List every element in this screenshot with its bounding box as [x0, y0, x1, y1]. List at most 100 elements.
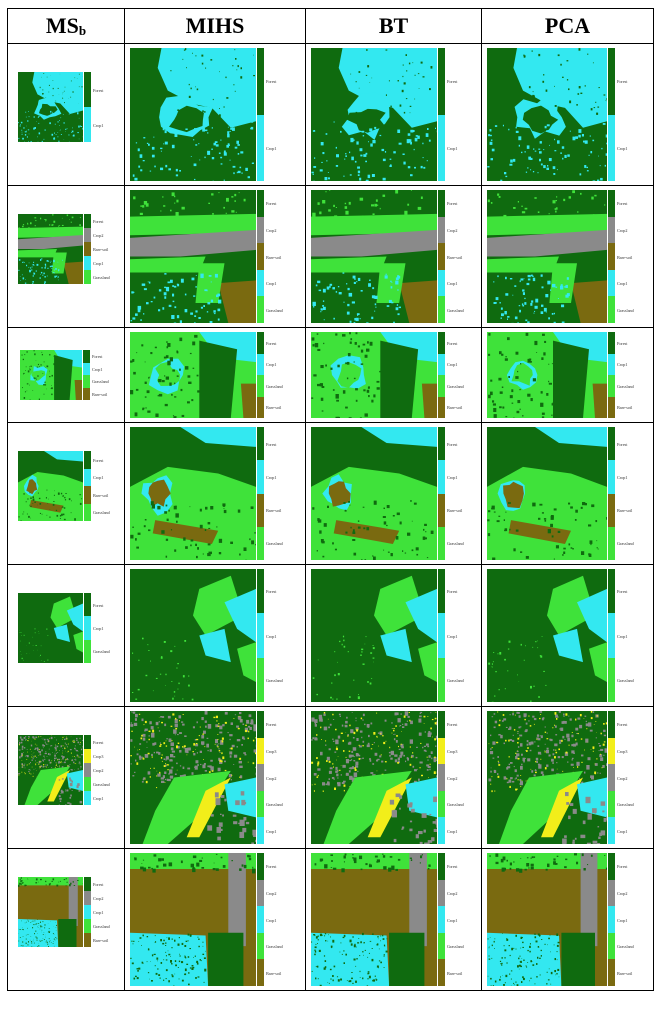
map-image [130, 332, 256, 418]
legend-label: Forest [93, 740, 104, 745]
legend-swatch [257, 764, 264, 791]
map-image [487, 427, 607, 560]
legend-label: Crop2 [93, 233, 104, 238]
cell-msb-row5: Forest Crop1 Grassland [7, 564, 125, 707]
map-legend: Forest Crop2 Bare-soil Crop1 Grassland [607, 190, 634, 323]
map-image [18, 214, 83, 284]
legend-label: Grassland [447, 383, 464, 389]
legend-label: Bare-soil [447, 405, 463, 411]
legend-swatch [83, 375, 90, 388]
map-legend: Forest Crop1 Bare-soil Grassland [83, 451, 110, 521]
cell-mihs-row4: Forest Crop1 Bare-soil Grassland [124, 422, 306, 565]
cell-mihs-row7: Forest Crop2 Crop1 Grassland Bare-soil [124, 848, 306, 991]
legend-swatch [608, 296, 615, 323]
legend-swatch [257, 243, 264, 270]
classified-map-mihs: Forest Crop3 Crop2 Grassland Crop1 [130, 711, 283, 844]
row1: Forest Crop1 Forest Crop1 Forest Crop1 Forest C… [7, 43, 654, 186]
map-legend: Forest Crop1 Grassland Bare-soil [256, 332, 283, 418]
classified-map-pca: Forest Crop1 Grassland [487, 569, 634, 702]
legend-label: Crop3 [93, 754, 104, 759]
map-image [311, 190, 437, 323]
cell-bt-row7: Forest Crop2 Crop1 Grassland Bare-soil [305, 848, 482, 991]
legend-label: Crop1 [266, 362, 277, 368]
legend-label: Crop2 [447, 775, 458, 781]
map-legend: Forest Crop1 Bare-soil Grassland [256, 427, 283, 560]
map-legend: Forest Crop2 Bare-soil Crop1 Grassland [256, 190, 283, 323]
legend-swatch [84, 107, 91, 142]
legend-swatch [257, 216, 264, 244]
cell-pca-row2: Forest Crop2 Bare-soil Crop1 Grassland [481, 185, 654, 328]
map-legend: Forest Crop3 Crop2 Grassland Crop1 [437, 711, 464, 844]
cell-bt-row4: Forest Crop1 Bare-soil Grassland [305, 422, 482, 565]
legend-label: Forest [617, 864, 628, 870]
legend-label: Crop1 [266, 281, 277, 287]
legend-label: Crop1 [447, 633, 458, 639]
legend-swatch [84, 933, 91, 947]
map-legend: Forest Crop3 Crop2 Grassland Crop1 [607, 711, 634, 844]
legend-swatch [438, 737, 445, 765]
legend-label: Grassland [266, 944, 283, 950]
legend-swatch [438, 375, 445, 397]
row5: Forest Crop1 Grassland Forest Crop1 Grassland… [7, 564, 654, 707]
classified-map-pca: Forest Crop1 Bare-soil Grassland [487, 427, 634, 560]
legend-label: Crop1 [93, 910, 104, 915]
legend-label: Crop1 [617, 917, 628, 923]
legend-swatch [84, 503, 91, 521]
row6: Forest Crop3 Crop2 Grassland Crop1 Forest Crop… [7, 706, 654, 849]
map-image [18, 877, 83, 947]
map-image [487, 190, 607, 323]
map-image [130, 427, 256, 560]
legend-label: Crop1 [617, 281, 628, 287]
legend-swatch [257, 711, 264, 738]
cell-mihs-row3: Forest Crop1 Grassland Bare-soil [124, 327, 306, 423]
legend-swatch [257, 737, 264, 765]
legend-swatch [608, 190, 615, 217]
legend-swatch [257, 526, 264, 560]
map-image [20, 350, 82, 400]
legend-swatch [257, 879, 264, 907]
legend-label: Grassland [93, 782, 110, 787]
legend-label: Crop2 [617, 890, 628, 896]
legend-swatch [438, 269, 445, 297]
legend-label: Grassland [92, 379, 109, 385]
classified-map-pca: Forest Crop2 Bare-soil Crop1 Grassland [487, 190, 634, 323]
legend-label: Bare-soil [92, 391, 108, 397]
legend-label: Forest [617, 340, 628, 346]
legend-swatch [84, 270, 91, 284]
header-pca: PCA [481, 8, 654, 44]
legend-swatch [608, 906, 615, 933]
legend-label: Crop1 [266, 145, 277, 151]
map-image [130, 569, 256, 702]
map-legend: Forest Crop1 Grassland [437, 569, 464, 702]
legend-swatch [608, 114, 615, 181]
header-bt: BT [305, 8, 482, 44]
legend-label: Crop1 [617, 145, 628, 151]
legend-swatch [438, 764, 445, 791]
legend-label: Crop1 [93, 122, 104, 128]
legend-swatch [438, 493, 445, 527]
legend-label: Bare-soil [266, 405, 282, 411]
legend-label: Crop2 [447, 227, 458, 233]
map-image [487, 853, 607, 986]
legend-label: Bare-soil [266, 970, 282, 976]
legend-label: Crop1 [266, 917, 277, 923]
map-legend: Forest Crop1 Bare-soil Grassland [437, 427, 464, 560]
legend-swatch [608, 332, 615, 354]
map-image [311, 48, 437, 181]
cell-pca-row7: Forest Crop2 Crop1 Grassland Bare-soil [481, 848, 654, 991]
map-legend: Forest Crop1 [437, 48, 457, 181]
map-legend: Forest Crop2 Crop1 Grassland Bare-soil [607, 853, 634, 986]
map-legend: Forest Crop1 [83, 72, 103, 142]
legend-label: Bare-soil [93, 492, 109, 498]
cell-pca-row6: Forest Crop3 Crop2 Grassland Crop1 [481, 706, 654, 849]
legend-label: Grassland [266, 307, 283, 313]
classified-map-mihs: Forest Crop1 Grassland Bare-soil [130, 332, 283, 418]
legend-label: Grassland [266, 802, 283, 808]
map-legend: Forest Crop1 Grassland Bare-soil [437, 332, 464, 418]
map-legend: Forest Crop1 Grassland [256, 569, 283, 702]
legend-label: Grassland [93, 649, 110, 655]
legend-swatch [608, 48, 615, 115]
map-image [18, 735, 83, 805]
map-legend: Forest Crop2 Crop1 Grassland Bare-soil [437, 853, 464, 986]
legend-swatch [438, 427, 445, 461]
